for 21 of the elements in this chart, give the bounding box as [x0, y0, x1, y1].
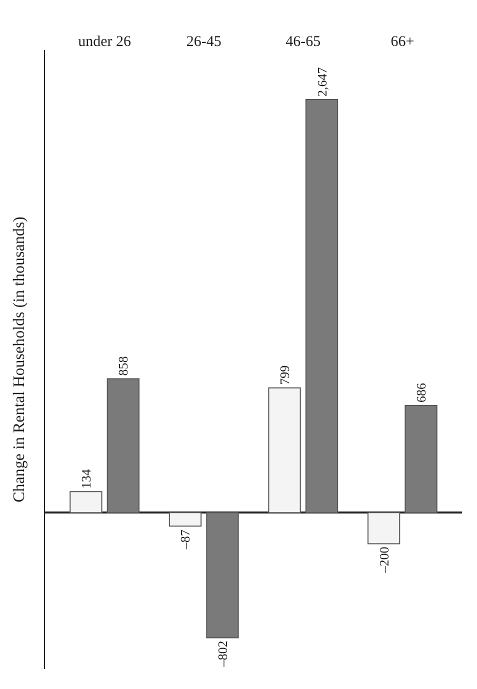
- data-label: 799: [277, 365, 292, 385]
- bar: [206, 512, 239, 638]
- x-tick-label: under 26: [78, 34, 132, 50]
- x-tick-label: 46-65: [286, 34, 321, 50]
- data-label: –802: [214, 640, 230, 668]
- x-tick-label: 66+: [390, 34, 414, 50]
- bar: [268, 387, 301, 514]
- data-label: 686: [414, 382, 429, 403]
- bar: [70, 491, 102, 514]
- bar: [367, 512, 400, 544]
- data-label: –200: [376, 546, 392, 574]
- x-tick-label: 26-45: [186, 34, 222, 50]
- bar: [305, 99, 338, 514]
- bar: [106, 378, 140, 514]
- data-label: 2,647: [314, 66, 330, 97]
- bar: [404, 405, 438, 514]
- data-label: –87: [178, 529, 193, 550]
- y-axis-title: Change in Rental Households (in thousands): [10, 216, 28, 502]
- data-label: 858: [116, 356, 131, 376]
- bar: [168, 512, 202, 527]
- data-label: 134: [78, 468, 94, 489]
